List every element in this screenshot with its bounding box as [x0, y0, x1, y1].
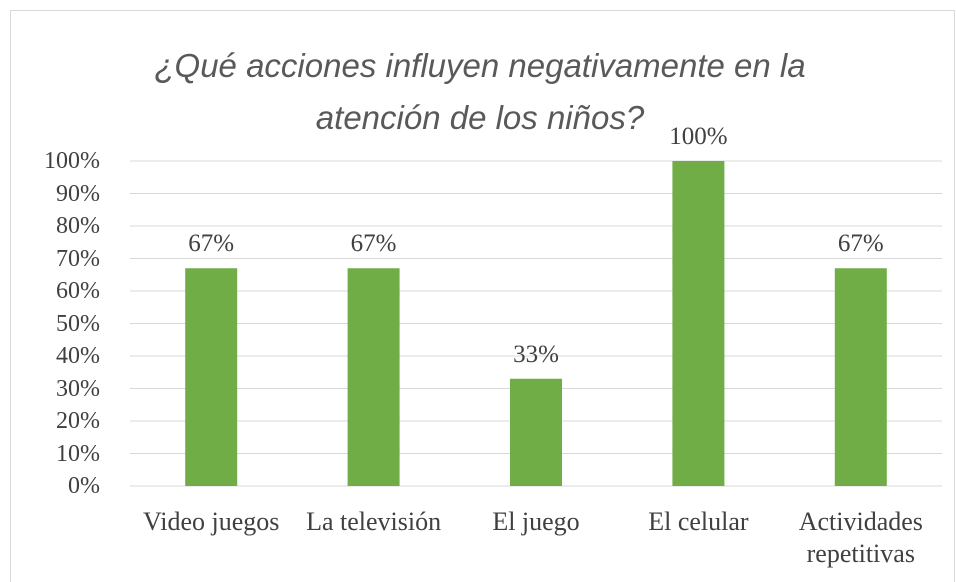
chart-border [10, 10, 955, 582]
y-tick-label: 70% [56, 245, 100, 272]
chart-title: ¿Qué acciones influyen negativamente en … [154, 47, 806, 136]
y-tick-label: 50% [56, 310, 100, 337]
bar [185, 268, 238, 486]
x-tick-label: El celular [648, 507, 749, 536]
y-tick-label: 100% [44, 148, 100, 174]
y-tick-label: 10% [56, 440, 100, 467]
value-label: 100% [669, 123, 728, 150]
y-tick-label: 90% [56, 180, 100, 207]
y-tick-label: 30% [56, 375, 100, 402]
value-label: 67% [350, 230, 397, 258]
bar [672, 161, 725, 486]
y-tick-label: 0% [68, 473, 100, 499]
value-label: 67% [188, 230, 235, 258]
y-tick-label: 80% [56, 213, 100, 239]
x-tick-label: Actividades repetitivas [798, 507, 923, 568]
value-label: 67% [837, 230, 884, 258]
bar [347, 268, 400, 486]
y-tick-label: 20% [56, 408, 100, 434]
x-tick-label: La televisión [306, 507, 442, 536]
x-tick-label: El juego [492, 507, 580, 536]
y-tick-label: 40% [56, 343, 100, 369]
value-label: 33% [513, 340, 559, 368]
bar [510, 378, 562, 486]
x-tick-label: Video juegos [143, 507, 280, 536]
bar [834, 268, 887, 486]
y-tick-label: 60% [56, 278, 100, 304]
